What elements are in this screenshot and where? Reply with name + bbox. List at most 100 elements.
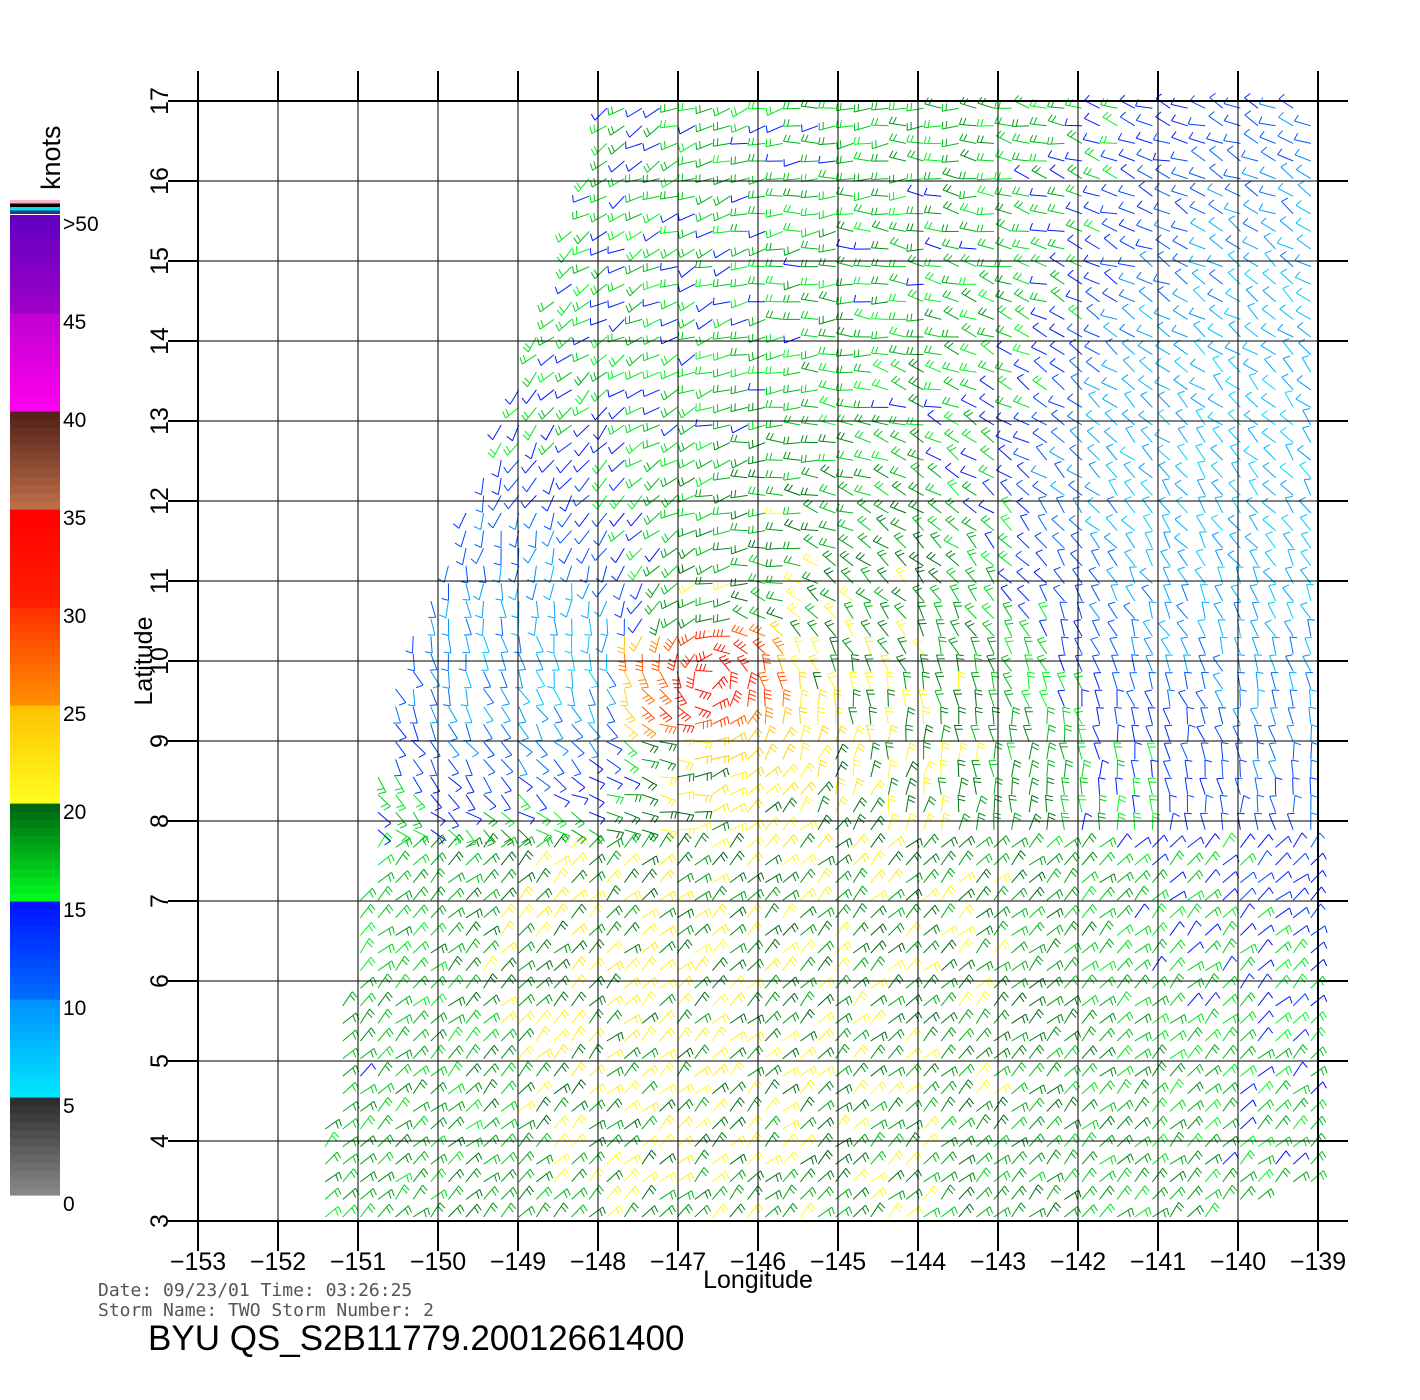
wind-barb xyxy=(1028,833,1044,848)
wind-barb xyxy=(595,636,608,653)
wind-barb xyxy=(1188,307,1206,320)
wind-barb xyxy=(977,307,995,320)
wind-barb xyxy=(1116,939,1133,954)
wind-barb xyxy=(518,759,528,777)
wind-barb xyxy=(1169,1118,1187,1130)
wind-barb xyxy=(518,1119,536,1130)
wind-barb xyxy=(853,122,871,132)
wind-barb xyxy=(695,650,713,663)
legend-swatch-25 xyxy=(10,639,60,649)
wind-barb xyxy=(465,829,477,847)
wind-barb xyxy=(1081,1026,1097,1042)
legend-swatch-15 xyxy=(10,868,60,878)
wind-barb xyxy=(695,597,713,607)
wind-barb xyxy=(676,890,695,901)
wind-barb xyxy=(835,365,854,374)
wind-barb xyxy=(729,992,746,1007)
wind-barb xyxy=(1261,497,1276,514)
wind-barb xyxy=(377,943,395,954)
wind-barb xyxy=(1310,1011,1327,1024)
legend-swatch-20 xyxy=(10,786,60,796)
wind-barb xyxy=(1251,636,1260,654)
wind-barb xyxy=(905,1206,923,1218)
wind-barb xyxy=(571,1061,587,1077)
wind-barb xyxy=(695,140,713,151)
legend-swatch-25 xyxy=(10,647,60,657)
wind-barb xyxy=(1079,777,1088,795)
wind-barb xyxy=(817,759,828,778)
wind-barb xyxy=(500,1100,518,1112)
wind-barb xyxy=(537,442,555,455)
wind-barb xyxy=(712,278,731,288)
wind-barb xyxy=(993,939,1010,954)
wind-barb xyxy=(1263,444,1276,461)
wind-barb xyxy=(853,294,871,303)
wind-barb xyxy=(993,852,1011,866)
wind-barb xyxy=(641,1149,657,1165)
wind-barb xyxy=(342,991,358,1007)
wind-barb xyxy=(870,833,886,848)
wind-barb xyxy=(588,902,604,919)
wind-barb xyxy=(589,124,608,134)
wind-barb xyxy=(1031,411,1048,426)
wind-barb xyxy=(799,724,812,742)
wind-barb xyxy=(694,822,712,832)
wind-barb xyxy=(676,1026,693,1042)
wind-barb xyxy=(571,889,589,901)
legend-swatch-0 xyxy=(10,1105,60,1114)
wind-barb xyxy=(587,706,596,724)
wind-barb xyxy=(836,414,854,426)
wind-barb xyxy=(588,1119,607,1130)
wind-barb xyxy=(1169,871,1187,883)
wind-barb xyxy=(772,637,785,655)
wind-barb xyxy=(765,541,783,550)
wind-barb xyxy=(925,482,942,496)
wind-barb xyxy=(627,495,643,510)
wind-barb xyxy=(677,459,696,469)
wind-barb xyxy=(812,672,822,690)
wind-barb xyxy=(624,1118,642,1130)
wind-barb xyxy=(1028,1152,1046,1165)
wind-barb xyxy=(888,415,907,426)
wind-barb xyxy=(923,1011,940,1024)
wind-barb xyxy=(747,525,766,534)
wind-barb xyxy=(1099,1170,1117,1183)
wind-barb xyxy=(641,1026,657,1042)
wind-barb xyxy=(1046,868,1062,883)
wind-barb xyxy=(377,794,391,811)
legend-swatch-30 xyxy=(10,590,60,600)
wind-barb xyxy=(957,671,966,690)
legend-label: 0 xyxy=(63,1193,75,1216)
wind-barb xyxy=(860,619,872,637)
x-tick-label: −139 xyxy=(1290,1248,1346,1276)
wind-barb xyxy=(747,798,763,813)
wind-barb xyxy=(942,290,959,303)
wind-barb xyxy=(1101,183,1118,197)
wind-barb xyxy=(748,508,766,518)
wind-barb xyxy=(1257,1099,1275,1112)
wind-barb xyxy=(1064,1189,1082,1200)
wind-barb xyxy=(817,1132,834,1147)
wind-barb xyxy=(1152,1013,1170,1024)
wind-barb xyxy=(483,832,499,848)
wind-barb xyxy=(1134,741,1143,760)
wind-barb xyxy=(800,1065,818,1077)
wind-barb xyxy=(518,653,527,671)
wind-barb xyxy=(1016,532,1030,549)
wind-barb xyxy=(660,509,678,519)
wind-barb xyxy=(829,636,839,654)
wind-barb xyxy=(676,1099,694,1112)
wind-barb xyxy=(694,923,712,936)
wind-barb xyxy=(395,741,407,759)
legend-label: 15 xyxy=(63,899,86,922)
wind-barb xyxy=(1046,706,1055,725)
wind-barb xyxy=(498,653,507,671)
wind-barb xyxy=(764,873,783,884)
wind-barb xyxy=(713,248,731,259)
wind-barb xyxy=(1234,742,1243,760)
wind-barb xyxy=(659,993,676,1007)
wind-barb xyxy=(360,1203,376,1218)
wind-barb xyxy=(1292,1028,1310,1042)
wind-barb xyxy=(659,1153,677,1165)
wind-barb xyxy=(800,888,817,901)
